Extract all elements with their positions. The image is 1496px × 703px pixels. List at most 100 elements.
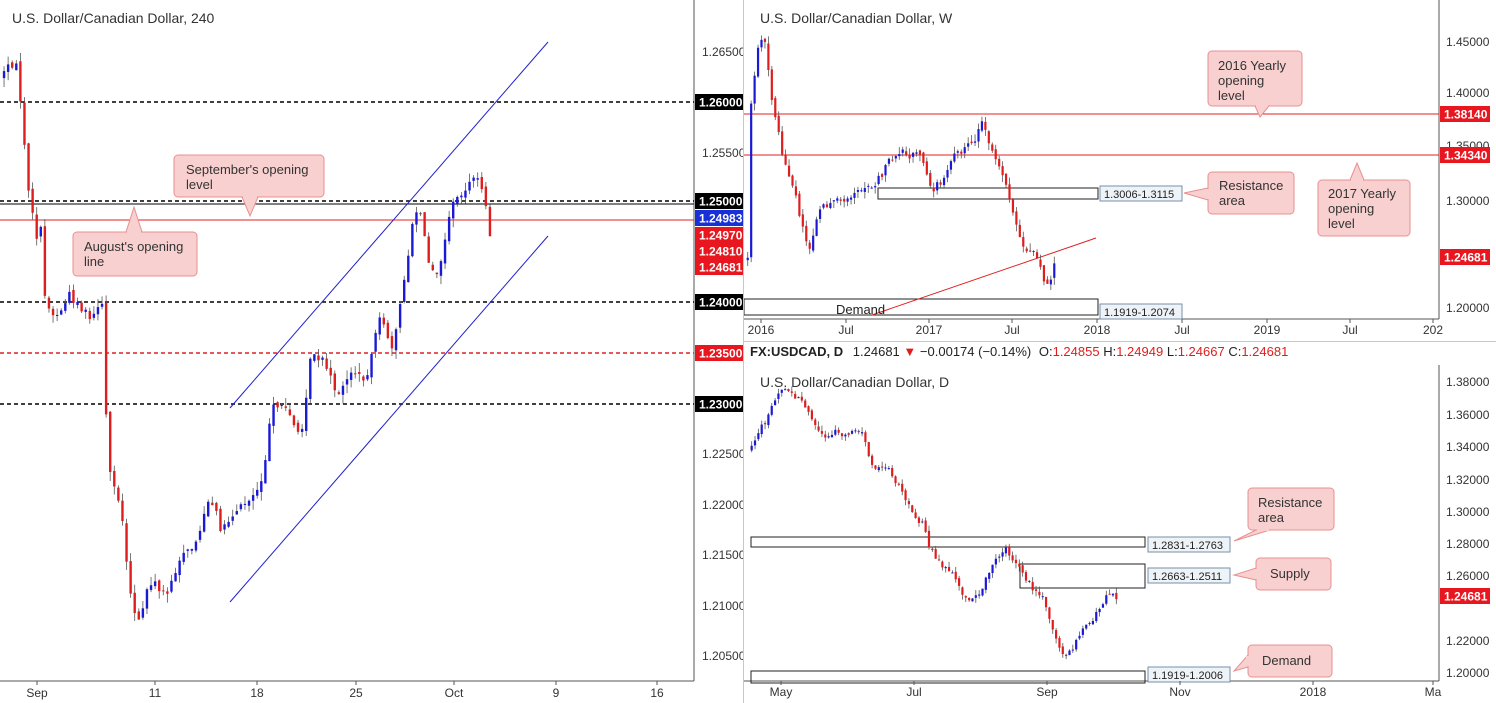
h4-chart[interactable]: September's opening level August's openi… — [0, 0, 743, 703]
quote-high: 1.24949 — [1116, 344, 1164, 359]
candle-down — [864, 432, 867, 443]
candle-down — [129, 561, 132, 594]
callout-daily-demand[interactable]: Demand — [1232, 644, 1333, 678]
candle-up — [247, 500, 251, 506]
candle-down — [317, 355, 320, 361]
weekly-candles — [746, 35, 1056, 291]
h4-channel-upper[interactable] — [229, 41, 549, 409]
candle-down — [354, 373, 357, 375]
candle-up — [153, 581, 157, 587]
candle-up — [915, 152, 918, 154]
weekly-x-ticks: 2016 Jul 2017 Jul 2018 Jul 2019 Jul 202 — [748, 319, 1443, 337]
candle-down — [1046, 279, 1049, 284]
candle-up — [447, 216, 451, 242]
quote-down-arrow-icon: ▼ — [903, 344, 917, 359]
candle-down — [843, 198, 846, 202]
candle-down — [984, 121, 987, 130]
callout-daily-resistance[interactable]: Resistance area — [1233, 487, 1335, 542]
candle-up — [403, 279, 406, 302]
candle-down — [1055, 630, 1058, 639]
candle-up — [190, 548, 194, 551]
h4-x-tick: 18 — [250, 686, 264, 700]
candle-up — [867, 185, 870, 187]
candle-down — [874, 465, 877, 469]
candle-up — [366, 375, 369, 380]
h4-candles — [2, 52, 492, 621]
callout-daily-supply[interactable]: Supply — [1232, 557, 1332, 591]
candle-up — [2, 71, 6, 79]
h4-plot-area[interactable] — [0, 0, 694, 681]
candle-up — [963, 147, 966, 154]
h4-channel-lower[interactable] — [229, 235, 549, 603]
callout-2017-yearly[interactable]: 2017 Yearly opening level — [1317, 161, 1411, 237]
candle-down — [891, 468, 894, 477]
candle-up — [854, 430, 857, 432]
candle-down — [914, 512, 917, 518]
daily-chart[interactable]: 1.2831-1.2763 1.2663-1.2511 1.1919-1.200… — [744, 365, 1496, 703]
daily-x-tick: Ma — [1425, 685, 1442, 699]
weekly-plot-area[interactable] — [744, 0, 1439, 319]
weekly-chart[interactable]: 1.3006-1.3115 1.1919-1.2074 Demand 2016 … — [744, 0, 1496, 341]
candle-down — [329, 367, 332, 376]
candle-down — [954, 571, 957, 580]
candle-down — [774, 98, 777, 118]
daily-resistance-zone-label: 1.2831-1.2763 — [1152, 540, 1223, 552]
h4-price-tags: 1.26000 1.25000 1.24983 1.24970 1.24810 1.246… — [695, 94, 743, 412]
h4-price-tag-box — [695, 94, 743, 110]
daily-plot-area[interactable] — [744, 365, 1439, 681]
candle-up — [60, 310, 63, 315]
candle-up — [231, 516, 234, 521]
daily-supply-zone[interactable] — [1019, 563, 1146, 589]
callout-2016-yearly[interactable]: 2016 Yearly opening level — [1207, 50, 1303, 118]
candle-down — [431, 264, 434, 271]
candle-down — [937, 559, 941, 561]
weekly-demand-zone-label-box — [1099, 303, 1183, 320]
candle-up — [884, 467, 887, 469]
candle-up — [464, 190, 467, 198]
candle-down — [787, 389, 790, 392]
daily-resistance-zone[interactable] — [750, 536, 1146, 548]
svg-text:Resistance: Resistance — [1219, 178, 1283, 193]
weekly-trendline[interactable] — [871, 237, 1097, 316]
candle-down — [925, 161, 928, 175]
daily-y-tick: 1.34000 — [1446, 440, 1490, 454]
candle-up — [1068, 650, 1071, 656]
h4-x-tick: 9 — [553, 686, 560, 700]
candle-up — [849, 197, 853, 200]
candle-up — [877, 467, 880, 471]
h4-y-tick: 1.26500 — [702, 45, 743, 59]
candle-up — [829, 202, 832, 209]
candle-down — [805, 225, 808, 242]
candle-up — [313, 354, 316, 361]
daily-demand-zone[interactable] — [750, 670, 1146, 684]
candle-down — [1004, 173, 1008, 185]
candle-up — [901, 149, 904, 153]
quote-close-label: C: — [1228, 344, 1242, 359]
candle-down — [814, 419, 817, 425]
callout-august-opening[interactable]: August's opening line — [72, 205, 198, 277]
candle-up — [944, 566, 947, 569]
weekly-resistance-zone[interactable] — [877, 187, 1099, 200]
candle-up — [6, 64, 10, 72]
weekly-demand-zone[interactable] — [744, 298, 1099, 316]
candle-up — [182, 552, 185, 562]
candle-down — [423, 212, 426, 237]
callout-weekly-resistance[interactable]: Resistance area — [1183, 171, 1295, 215]
candle-down — [901, 483, 904, 492]
callout-september-opening[interactable]: September's opening level — [173, 154, 325, 218]
candle-up — [988, 572, 991, 579]
weekly-title: U.S. Dollar/Canadian Dollar, W — [760, 10, 953, 26]
candle-down — [960, 151, 963, 154]
candle-down — [905, 151, 908, 155]
candle-up — [834, 429, 837, 435]
candle-down — [941, 561, 944, 568]
candle-up — [971, 598, 974, 602]
candle-up — [981, 588, 984, 596]
candle-down — [820, 431, 824, 434]
candle-up — [877, 175, 880, 185]
candle-up — [936, 182, 939, 191]
svg-text:area: area — [1258, 510, 1285, 525]
h4-x-tick: 25 — [349, 686, 363, 700]
candle-up — [1041, 596, 1044, 598]
